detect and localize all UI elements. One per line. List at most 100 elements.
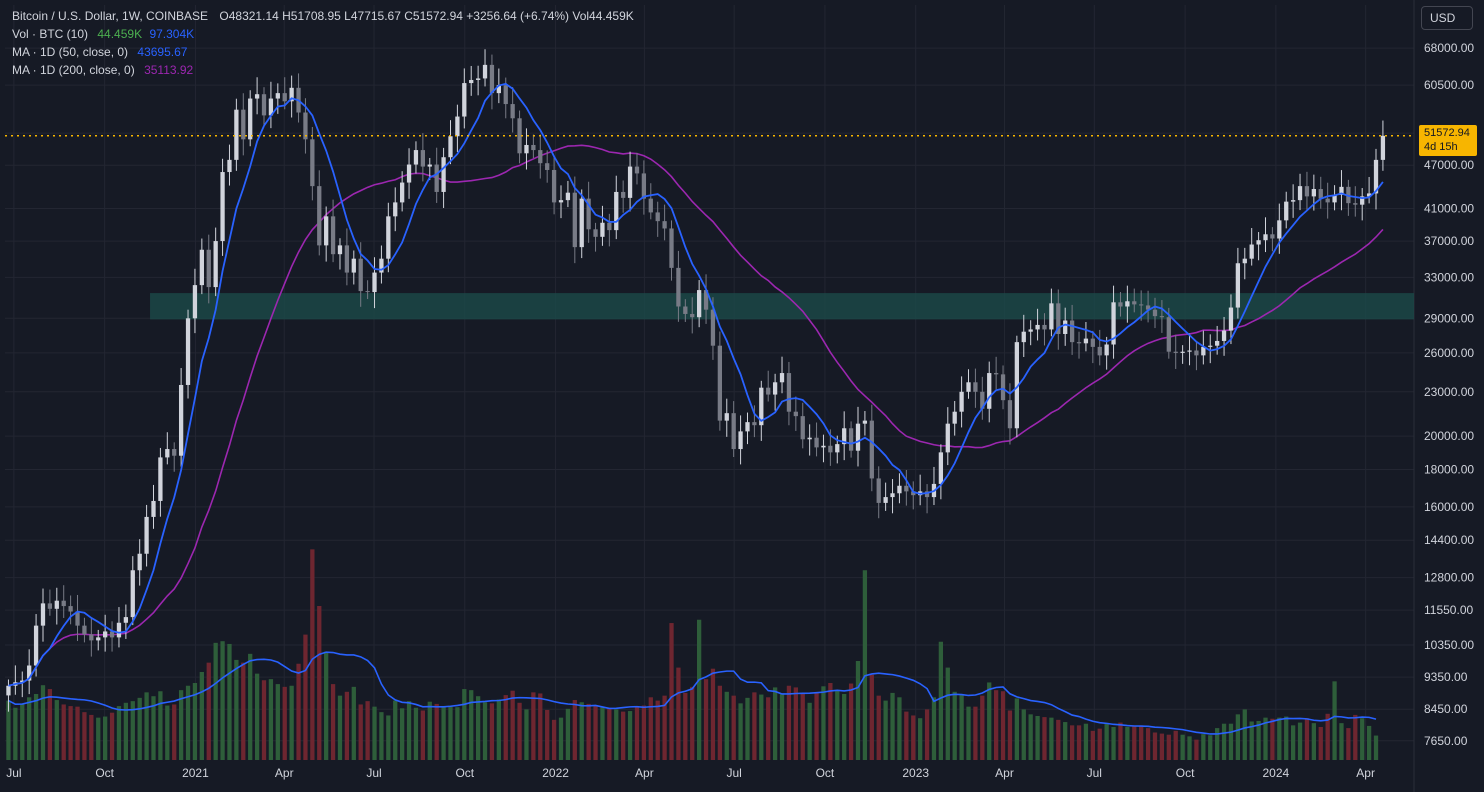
price-tick-label: 29000.00 (1424, 311, 1474, 325)
price-axis[interactable]: 68000.0060500.0052000.0047000.0041000.00… (1424, 41, 1474, 748)
volume-bar (178, 690, 184, 760)
volume-bar (759, 694, 764, 760)
volume-bar (1304, 718, 1310, 760)
candle-body (469, 79, 474, 84)
candle-body (807, 437, 812, 440)
volume-bar (1000, 691, 1006, 760)
volume-bar (1318, 727, 1323, 760)
volume-bar (565, 708, 571, 760)
time-axis[interactable]: Jul Oct 2021 Apr Jul Oct 2022 Apr Jul Oct 2023 Apr J… (6, 766, 1375, 780)
time-tick-label: Oct (816, 766, 835, 780)
ohlc-values: O48321.14 H51708.95 L47715.67 C51572.94 … (219, 9, 634, 23)
candle-body (33, 625, 39, 666)
legend-ma50-row[interactable]: MA · 1D (50, close, 0) 43695.67 (12, 43, 634, 61)
volume-bar (973, 706, 978, 760)
volume-bar (1173, 730, 1178, 760)
candle-body (1263, 234, 1268, 241)
candle-body (116, 622, 122, 638)
candle-body (510, 104, 515, 119)
volume-bar (869, 674, 874, 760)
currency-button[interactable]: USD (1421, 6, 1473, 30)
volume-bar (330, 684, 336, 760)
candle-body (386, 216, 391, 259)
volume-bar (911, 715, 916, 760)
candle-body (876, 478, 881, 503)
volume-bar (987, 682, 992, 760)
volume-bar (828, 683, 833, 760)
volume-bar (1270, 718, 1275, 760)
volume-bar (545, 709, 550, 760)
candle-body (1145, 305, 1151, 310)
time-tick-label: 2024 (1263, 766, 1290, 780)
legend-symbol-row[interactable]: Bitcoin / U.S. Dollar, 1W, COINBASE O483… (12, 7, 634, 25)
volume-bar (1325, 713, 1330, 760)
time-tick-label: 2022 (542, 766, 569, 780)
volume-bar (109, 712, 115, 760)
volume-bar (1290, 725, 1296, 760)
ma50-line (8, 82, 1384, 687)
volume-bar (786, 685, 792, 760)
candle-body (1125, 301, 1130, 307)
candle-body (565, 192, 571, 201)
time-tick-label: Oct (455, 766, 474, 780)
candle-body (1049, 303, 1054, 330)
volume-bar (1339, 723, 1344, 760)
candle-body (475, 78, 481, 80)
volume-bar (393, 700, 398, 760)
volume-bar (890, 692, 895, 760)
volume-bar (1028, 714, 1033, 760)
candle-body (1063, 320, 1068, 334)
volume-bar (931, 697, 937, 760)
volume-bar (814, 692, 819, 760)
volume-bar (538, 693, 543, 760)
legend-ma200-row[interactable]: MA · 1D (200, close, 0) 35113.92 (12, 61, 634, 79)
candle-body (696, 290, 702, 318)
candle-body (241, 109, 246, 140)
price-tick-label: 60500.00 (1424, 78, 1474, 92)
candle-body (655, 212, 660, 222)
volume-bar (993, 690, 999, 760)
volume-bar (1353, 714, 1358, 760)
candle-body (441, 157, 446, 192)
candle-body (1194, 350, 1199, 356)
candle-body (330, 216, 336, 255)
volume-bar (61, 704, 66, 760)
candle-body (662, 221, 667, 229)
volume-bar (199, 672, 204, 760)
volume-bar (434, 703, 439, 760)
volume-bar (1097, 728, 1102, 760)
candle-body (600, 222, 605, 237)
candle-body (1256, 240, 1261, 245)
candle-body (607, 222, 612, 231)
volume-bar (1249, 721, 1254, 760)
candle-body (572, 192, 577, 248)
volume-bar (738, 703, 743, 760)
candle-body (524, 144, 529, 154)
candle-body (27, 665, 32, 681)
candle-body (745, 422, 750, 432)
candle-body (1366, 193, 1372, 197)
candle-body (959, 391, 964, 412)
candle-body (96, 637, 101, 641)
candle-body (800, 416, 805, 440)
legend-volume-row[interactable]: Vol · BTC (10) 44.459K 97.304K (12, 25, 634, 43)
volume-bar (862, 570, 868, 760)
candle-body (448, 136, 453, 158)
volume-bar (1166, 734, 1171, 760)
volume-bar (1139, 725, 1144, 760)
volume-bar (324, 651, 329, 760)
volume-bar (1311, 723, 1316, 760)
price-tick-label: 12800.00 (1424, 571, 1474, 585)
volume-bar (282, 686, 287, 760)
time-tick-label: Apr (635, 766, 654, 780)
candle-body (1311, 189, 1316, 197)
volume-bar (503, 695, 508, 760)
price-tick-label: 47000.00 (1424, 158, 1474, 172)
candle-body (545, 163, 550, 170)
volume-bar (531, 692, 536, 760)
candle-body (406, 164, 412, 183)
volume-bar (876, 695, 881, 760)
time-tick-label: Apr (275, 766, 294, 780)
volume-bar (1104, 723, 1109, 760)
